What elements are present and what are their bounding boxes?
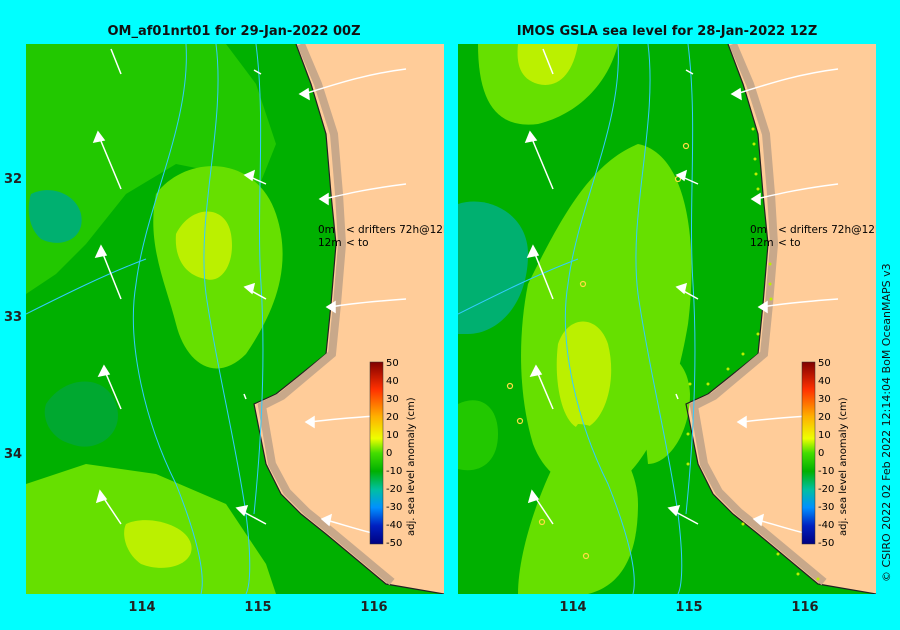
- legend-arrow-magenta: <: [346, 224, 355, 236]
- legend-line1-depth: 0m: [750, 224, 767, 236]
- x-tick-114-left: 114: [128, 600, 156, 615]
- coastline: [685, 43, 877, 595]
- x-tick-115-left: 115: [244, 600, 272, 615]
- svg-text:-10: -10: [386, 466, 402, 477]
- svg-text:-40: -40: [818, 520, 834, 531]
- y-tick-34: 34: [4, 447, 23, 462]
- coastline: [253, 43, 445, 595]
- legend-line2-depth: 12m: [318, 237, 342, 249]
- svg-text:-20: -20: [386, 484, 402, 495]
- legend-line1-depth: 0m: [318, 224, 335, 236]
- colorbar: 50 40 30 20 10 0 -10 -20 -30 -40 -50 adj…: [801, 358, 849, 549]
- current-arrows: [524, 48, 839, 535]
- svg-text:40: 40: [386, 376, 399, 387]
- svg-text:-10: -10: [818, 466, 834, 477]
- svg-text:-50: -50: [818, 538, 834, 549]
- y-tick-32: 32: [4, 172, 23, 187]
- right-map: 0m < drifters 72h@12h 12m < to 50 40 30 …: [457, 42, 882, 595]
- bathymetry-contour: [564, 43, 635, 595]
- svg-text:0: 0: [386, 448, 392, 459]
- colorbar: 50 40 30 20 10 0 -10 -20 -30 -40 -50 adj…: [369, 358, 417, 549]
- svg-text:50: 50: [818, 358, 831, 369]
- left-map-panel: 0m < drifters 72h@12h 12m < to: [25, 42, 450, 595]
- legend-line2-depth: 12m: [750, 237, 774, 249]
- x-tick-114-right: 114: [559, 600, 587, 615]
- svg-text:20: 20: [818, 412, 831, 423]
- drifter-dots: [686, 127, 820, 581]
- svg-text:30: 30: [386, 394, 399, 405]
- legend-line1-text: drifters 72h@12h: [790, 224, 876, 236]
- svg-text:0: 0: [818, 448, 824, 459]
- svg-text:30: 30: [818, 394, 831, 405]
- credit-text: © CSIRO 2022 02 Feb 2022 12:14:04 BoM Oc…: [880, 263, 893, 582]
- colorbar-label: adj. sea level anomaly (cm): [406, 397, 417, 536]
- legend-arrow-black: <: [346, 237, 355, 249]
- colorbar-label: adj. sea level anomaly (cm): [838, 397, 849, 536]
- legend-line2-text: to: [358, 237, 369, 249]
- legend-arrow-magenta: <: [778, 224, 787, 236]
- right-map-panel: 0m < drifters 72h@12h 12m < to 50 40 30 …: [457, 42, 882, 595]
- legend-line2-text: to: [790, 237, 801, 249]
- legend-arrow-black: <: [778, 237, 787, 249]
- svg-text:-20: -20: [818, 484, 834, 495]
- left-map: 0m < drifters 72h@12h 12m < to: [25, 42, 450, 595]
- legend-line1-text: drifters 72h@12h: [358, 224, 444, 236]
- svg-text:-40: -40: [386, 520, 402, 531]
- y-tick-33: 33: [4, 310, 23, 325]
- x-tick-115-right: 115: [675, 600, 703, 615]
- current-arrows: [92, 48, 407, 535]
- svg-text:-30: -30: [386, 502, 402, 513]
- left-panel-title: OM_af01nrt01 for 29-Jan-2022 00Z: [107, 24, 361, 39]
- bathymetry-contour: [132, 43, 203, 595]
- svg-text:-50: -50: [386, 538, 402, 549]
- x-tick-116-right: 116: [791, 600, 819, 615]
- svg-text:20: 20: [386, 412, 399, 423]
- svg-text:-30: -30: [818, 502, 834, 513]
- svg-text:50: 50: [386, 358, 399, 369]
- right-panel-title: IMOS GSLA sea level for 28-Jan-2022 12Z: [516, 24, 818, 39]
- svg-text:10: 10: [818, 430, 831, 441]
- svg-text:10: 10: [386, 430, 399, 441]
- x-tick-116-left: 116: [360, 600, 388, 615]
- svg-text:40: 40: [818, 376, 831, 387]
